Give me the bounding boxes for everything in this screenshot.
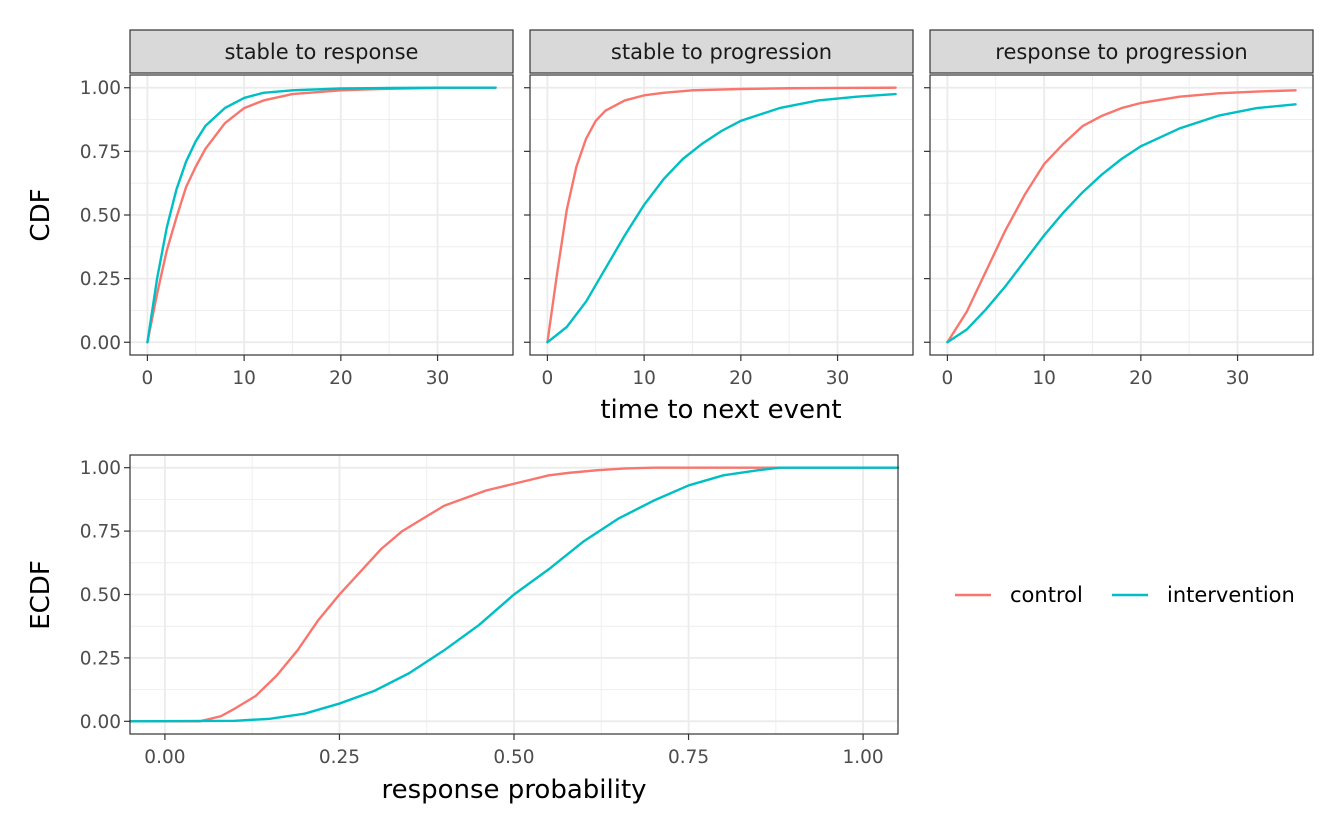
x-tick-label: 30 (1226, 368, 1250, 389)
series-line-intervention (128, 466, 900, 723)
panel-1: stable to response 0 10 20 30 0.00 0.25 0.50 0.7… (80, 29, 514, 389)
y-tick-label: 0.50 (80, 206, 121, 227)
x-tick-label: 10 (1032, 368, 1056, 389)
y-axis-title-bottom: ECDF (26, 560, 56, 630)
x-tick-label: 0.25 (319, 747, 360, 768)
y-tick-label: 0.25 (80, 648, 121, 669)
facet-title: stable to progression (611, 40, 832, 64)
legend-label-intervention: intervention (1167, 583, 1295, 607)
series-line-control (546, 86, 897, 344)
x-axis-title-bottom: response probability (381, 775, 646, 805)
facet-title: stable to response (225, 40, 419, 64)
y-tick-label: 0.50 (80, 585, 121, 606)
x-tick-label: 20 (1129, 368, 1153, 389)
y-tick-label: 0.75 (80, 142, 121, 163)
facet-strip (929, 29, 1314, 74)
legend-label-control: control (1010, 583, 1083, 607)
x-tick-label: 0 (942, 368, 954, 389)
facet-strip (529, 29, 914, 74)
x-tick-label: 0 (542, 368, 554, 389)
x-tick-label: 0.00 (144, 747, 185, 768)
x-tick-label: 30 (426, 368, 450, 389)
legend: control intervention (955, 583, 1295, 607)
panel-2: stable to progression 0 10 20 30 (524, 29, 914, 389)
y-tick-label: 0.00 (80, 333, 121, 354)
y-axis-title-top: CDF (26, 188, 56, 241)
panel-4: 0.00 0.25 0.50 0.75 1.00 0.00 0.25 0.50 0.75 1.00 (80, 454, 900, 768)
y-tick-label: 0.25 (80, 269, 121, 290)
series-line-control (128, 466, 900, 723)
y-tick-label: 1.00 (80, 458, 121, 479)
panel-3: response to progression 0 10 20 30 (924, 29, 1314, 389)
series-line-control (946, 89, 1297, 344)
x-tick-label: 0 (142, 368, 154, 389)
y-tick-label: 1.00 (80, 78, 121, 99)
x-tick-label: 10 (632, 368, 656, 389)
y-tick-label: 0.75 (80, 522, 121, 543)
x-tick-label: 20 (729, 368, 753, 389)
x-tick-label: 20 (329, 368, 353, 389)
x-tick-label: 1.00 (842, 747, 883, 768)
facet-title: response to progression (995, 40, 1247, 64)
x-tick-label: 0.50 (493, 747, 534, 768)
x-axis-title-top: time to next event (600, 395, 841, 425)
x-tick-label: 0.75 (668, 747, 709, 768)
y-tick-label: 0.00 (80, 712, 121, 733)
series-line-intervention (546, 92, 897, 344)
series-line-intervention (946, 103, 1297, 344)
x-tick-label: 10 (232, 368, 256, 389)
x-tick-label: 30 (826, 368, 850, 389)
facet-strip (129, 29, 514, 74)
series-line-intervention (146, 86, 497, 344)
